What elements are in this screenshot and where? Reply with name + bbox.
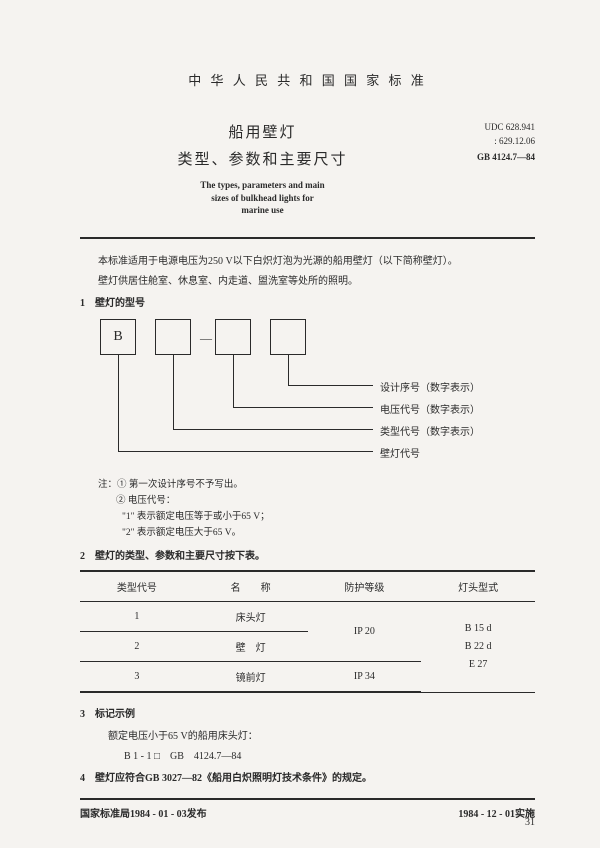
note-3: "2" 表示额定电压大于65 V。 <box>122 525 535 541</box>
diagram-hline-1 <box>288 385 373 386</box>
lamp-e27: E 27 <box>427 656 529 674</box>
diagram-label-3: 类型代号（数字表示） <box>380 423 480 438</box>
intro-para-2: 壁灯供居住舱室、休息室、内走道、盥洗室等处所的照明。 <box>80 273 535 290</box>
national-standard-header: 中 华 人 民 共 和 国 国 家 标 准 <box>80 70 535 89</box>
th-name: 名 称 <box>194 571 308 602</box>
divider-rule <box>80 237 535 239</box>
footer-rule <box>80 798 535 800</box>
title-cn-2: 类型、参数和主要尺寸 <box>80 148 445 169</box>
example-line-1: 额定电压小于65 V的船用床头灯： <box>90 728 535 745</box>
th-type-code: 类型代号 <box>80 571 194 602</box>
cell-r3c1: 3 <box>80 662 194 693</box>
note-1: ② 电压代号： <box>116 493 535 509</box>
section-1-heading: 1 壁灯的型号 <box>80 294 535 309</box>
title-en-1: The types, parameters and main <box>80 179 445 192</box>
gb-code: GB 4124.7—84 <box>445 151 535 165</box>
diagram-hline-2 <box>233 407 373 408</box>
cell-ip34: IP 34 <box>308 662 422 693</box>
table-row: 1 床头灯 IP 20 B 15 d B 22 d E 27 <box>80 602 535 632</box>
udc-code-2: : 629.12.06 <box>445 135 535 149</box>
footer: 国家标准局1984 - 01 - 03发布 1984 - 12 - 01实施 <box>80 805 535 820</box>
spec-table: 类型代号 名 称 防护等级 灯头型式 1 床头灯 IP 20 B 15 d B … <box>80 570 535 693</box>
title-main: 船用壁灯 类型、参数和主要尺寸 The types, parameters an… <box>80 121 445 217</box>
diagram-vline-3 <box>173 355 174 429</box>
lamp-b22d: B 22 d <box>427 638 529 656</box>
cell-r1c1: 1 <box>80 602 194 632</box>
diagram-label-2: 电压代号（数字表示） <box>380 401 480 416</box>
classification-codes: UDC 628.941 : 629.12.06 GB 4124.7—84 <box>445 121 535 165</box>
diagram-box-3 <box>215 319 251 355</box>
table-header-row: 类型代号 名 称 防护等级 灯头型式 <box>80 571 535 602</box>
title-en-3: marine use <box>80 204 445 217</box>
intro-para-1: 本标准适用于电源电压为250 V以下白炽灯泡为光源的船用壁灯（以下简称壁灯）。 <box>80 253 535 270</box>
note-2: "1" 表示额定电压等于或小于65 V； <box>122 509 535 525</box>
cell-r1c2: 床头灯 <box>194 602 308 632</box>
model-number-diagram: B — 设计序号（数字表示） 电压代号（数字表示） 类型代号（数字表示） 壁灯代… <box>100 319 535 469</box>
footer-effective: 1984 - 12 - 01实施 <box>458 805 535 820</box>
diagram-hline-4 <box>118 451 373 452</box>
diagram-box-b: B <box>100 319 136 355</box>
diagram-label-4: 壁灯代号 <box>380 445 420 460</box>
diagram-box-4 <box>270 319 306 355</box>
diagram-dash: — <box>200 331 212 346</box>
lamp-b15d: B 15 d <box>427 620 529 638</box>
diagram-vline-1 <box>288 355 289 385</box>
cell-r3c2: 镜前灯 <box>194 662 308 693</box>
cell-lamp-types: B 15 d B 22 d E 27 <box>421 602 535 693</box>
cell-r2c2: 壁 灯 <box>194 632 308 662</box>
diagram-vline-4 <box>118 355 119 451</box>
title-cn-1: 船用壁灯 <box>80 121 445 142</box>
title-en-2: sizes of bulkhead lights for <box>80 192 445 205</box>
diagram-hline-3 <box>173 429 373 430</box>
cell-ip20: IP 20 <box>308 602 422 662</box>
diagram-label-1: 设计序号（数字表示） <box>380 379 480 394</box>
diagram-vline-2 <box>233 355 234 407</box>
page-number: 31 <box>525 817 535 828</box>
th-lamp-type: 灯头型式 <box>421 571 535 602</box>
example-line-2: B 1 - 1 □ GB 4124.7—84 <box>124 748 535 765</box>
cell-r2c1: 2 <box>80 632 194 662</box>
note-0: 注：① 第一次设计序号不予写出。 <box>98 477 535 493</box>
th-protection: 防护等级 <box>308 571 422 602</box>
udc-code-1: UDC 628.941 <box>445 121 535 135</box>
section-4-heading: 4 壁灯应符合GB 3027—82《船用白炽照明灯技术条件》的规定。 <box>80 769 535 784</box>
title-row: 船用壁灯 类型、参数和主要尺寸 The types, parameters an… <box>80 121 535 217</box>
diagram-box-2 <box>155 319 191 355</box>
footer-issued: 国家标准局1984 - 01 - 03发布 <box>80 805 207 820</box>
section-2-heading: 2 壁灯的类型、参数和主要尺寸按下表。 <box>80 547 535 562</box>
section-3-heading: 3 标记示例 <box>80 705 535 720</box>
